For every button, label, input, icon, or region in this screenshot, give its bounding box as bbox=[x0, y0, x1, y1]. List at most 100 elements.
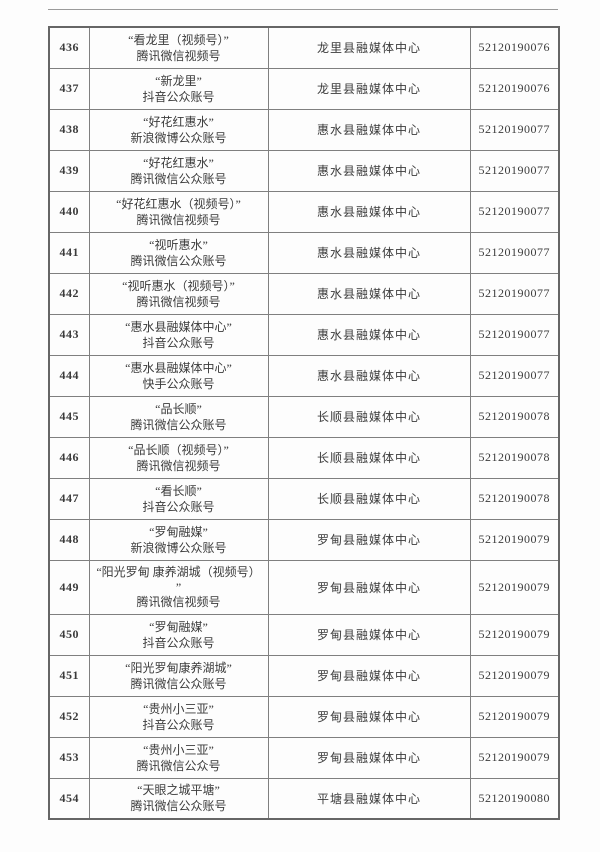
row-number: 442 bbox=[48, 272, 90, 315]
account-name-line: “品长顺（视频号）” bbox=[128, 442, 229, 457]
row-number: 452 bbox=[48, 695, 90, 738]
organization-cell: 罗甸县融媒体中心 bbox=[267, 654, 471, 697]
license-number-cell: 52120190079 bbox=[469, 695, 560, 738]
table-row: 440 “好花红惠水（视频号）” 腾讯微信视频号 惠水县融媒体中心 5212019007… bbox=[48, 190, 560, 233]
organization-cell: 惠水县融媒体中心 bbox=[267, 108, 471, 151]
row-number: 449 bbox=[48, 559, 90, 615]
table-row: 453 “贵州小三亚” 腾讯微信公众号 罗甸县融媒体中心 52120190079 bbox=[48, 736, 560, 779]
account-name-line: 腾讯微信视频号 bbox=[136, 212, 221, 227]
table-row: 443 “惠水县融媒体中心” 抖音公众账号 惠水县融媒体中心 52120190077 bbox=[48, 313, 560, 356]
account-name-cell: “好花红惠水” 新浪微博公众账号 bbox=[88, 108, 269, 151]
page-top-rule bbox=[48, 9, 558, 10]
license-number-cell: 52120190077 bbox=[469, 149, 560, 192]
organization-cell: 长顺县融媒体中心 bbox=[267, 477, 471, 520]
license-number-cell: 52120190077 bbox=[469, 354, 560, 397]
account-name-line: “罗甸融媒” bbox=[149, 524, 208, 539]
account-name-line: “天眼之城平塘” bbox=[137, 783, 220, 798]
organization-cell: 惠水县融媒体中心 bbox=[267, 190, 471, 233]
table-row: 444 “惠水县融媒体中心” 快手公众账号 惠水县融媒体中心 52120190077 bbox=[48, 354, 560, 397]
license-number-cell: 52120190079 bbox=[469, 654, 560, 697]
organization-cell: 平塘县融媒体中心 bbox=[267, 777, 471, 820]
organization-cell: 龙里县融媒体中心 bbox=[267, 67, 471, 110]
table-row: 452 “贵州小三亚” 抖音公众账号 罗甸县融媒体中心 52120190079 bbox=[48, 695, 560, 738]
account-name-cell: “惠水县融媒体中心” 快手公众账号 bbox=[88, 354, 269, 397]
account-name-line: “新龙里” bbox=[155, 73, 202, 88]
account-name-line: 抖音公众账号 bbox=[142, 635, 215, 650]
table-row: 446 “品长顺（视频号）” 腾讯微信视频号 长顺县融媒体中心 52120190078 bbox=[48, 436, 560, 479]
table-row: 454 “天眼之城平塘” 腾讯微信公众账号 平塘县融媒体中心 52120190080 bbox=[48, 777, 560, 820]
account-name-line: 新浪微博公众账号 bbox=[130, 130, 227, 145]
row-number: 438 bbox=[48, 108, 90, 151]
table-row: 448 “罗甸融媒” 新浪微博公众账号 罗甸县融媒体中心 52120190079 bbox=[48, 518, 560, 561]
row-number: 450 bbox=[48, 613, 90, 656]
organization-cell: 惠水县融媒体中心 bbox=[267, 313, 471, 356]
table-row: 436 “看龙里（视频号）” 腾讯微信视频号 龙里县融媒体中心 52120190076 bbox=[48, 26, 560, 69]
organization-cell: 罗甸县融媒体中心 bbox=[267, 518, 471, 561]
account-name-line: “好花红惠水” bbox=[143, 155, 214, 170]
organization-cell: 惠水县融媒体中心 bbox=[267, 354, 471, 397]
license-number-cell: 52120190077 bbox=[469, 313, 560, 356]
account-name-line: “好花红惠水” bbox=[143, 114, 214, 129]
organization-cell: 罗甸县融媒体中心 bbox=[267, 736, 471, 779]
organization-cell: 罗甸县融媒体中心 bbox=[267, 559, 471, 615]
row-number: 441 bbox=[48, 231, 90, 274]
account-name-line: “贵州小三亚” bbox=[143, 742, 214, 757]
account-name-line: 腾讯微信公众账号 bbox=[130, 253, 227, 268]
row-number: 445 bbox=[48, 395, 90, 438]
account-name-cell: “阳光罗甸 康养湖城（视频号）” 腾讯微信视频号 bbox=[88, 559, 269, 615]
account-name-cell: “好花红惠水（视频号）” 腾讯微信视频号 bbox=[88, 190, 269, 233]
account-name-cell: “视听惠水” 腾讯微信公众账号 bbox=[88, 231, 269, 274]
account-name-cell: “惠水县融媒体中心” 抖音公众账号 bbox=[88, 313, 269, 356]
account-name-line: “看龙里（视频号）” bbox=[128, 32, 229, 47]
license-number-cell: 52120190078 bbox=[469, 395, 560, 438]
license-number-cell: 52120190076 bbox=[469, 67, 560, 110]
account-name-line: 腾讯微信视频号 bbox=[136, 594, 221, 609]
license-number-cell: 52120190079 bbox=[469, 736, 560, 779]
license-number-cell: 52120190078 bbox=[469, 477, 560, 520]
table-row: 437 “新龙里” 抖音公众账号 龙里县融媒体中心 52120190076 bbox=[48, 67, 560, 110]
account-name-cell: “看长顺” 抖音公众账号 bbox=[88, 477, 269, 520]
row-number: 451 bbox=[48, 654, 90, 697]
account-name-line: 腾讯微信公众账号 bbox=[130, 417, 227, 432]
account-name-line: 新浪微博公众账号 bbox=[130, 540, 227, 555]
organization-cell: 罗甸县融媒体中心 bbox=[267, 613, 471, 656]
account-name-cell: “品长顺” 腾讯微信公众账号 bbox=[88, 395, 269, 438]
account-name-line: 腾讯微信公众账号 bbox=[130, 799, 227, 814]
license-number-cell: 52120190079 bbox=[469, 559, 560, 615]
table-row: 439 “好花红惠水” 腾讯微信公众账号 惠水县融媒体中心 52120190077 bbox=[48, 149, 560, 192]
row-number: 437 bbox=[48, 67, 90, 110]
account-name-line: “阳光罗甸 康养湖城（视频号） bbox=[96, 564, 261, 579]
license-number-cell: 52120190079 bbox=[469, 613, 560, 656]
table-row: 438 “好花红惠水” 新浪微博公众账号 惠水县融媒体中心 52120190077 bbox=[48, 108, 560, 151]
account-name-cell: “阳光罗甸康养湖城” 腾讯微信公众账号 bbox=[88, 654, 269, 697]
row-number: 440 bbox=[48, 190, 90, 233]
organization-cell: 龙里县融媒体中心 bbox=[267, 26, 471, 69]
account-name-line: 腾讯微信公众号 bbox=[136, 758, 221, 773]
table-row: 447 “看长顺” 抖音公众账号 长顺县融媒体中心 52120190078 bbox=[48, 477, 560, 520]
account-name-cell: “罗甸融媒” 新浪微博公众账号 bbox=[88, 518, 269, 561]
row-number: 454 bbox=[48, 777, 90, 820]
account-name-line: “品长顺” bbox=[155, 401, 202, 416]
account-name-line: “惠水县融媒体中心” bbox=[125, 360, 232, 375]
account-name-line: “阳光罗甸康养湖城” bbox=[125, 660, 232, 675]
account-name-line: 腾讯微信公众账号 bbox=[130, 171, 227, 186]
row-number: 453 bbox=[48, 736, 90, 779]
table-body: 436 “看龙里（视频号）” 腾讯微信视频号 龙里县融媒体中心 52120190076 4… bbox=[48, 26, 560, 820]
account-name-cell: “新龙里” 抖音公众账号 bbox=[88, 67, 269, 110]
organization-cell: 长顺县融媒体中心 bbox=[267, 436, 471, 479]
license-number-cell: 52120190077 bbox=[469, 272, 560, 315]
table-row: 441 “视听惠水” 腾讯微信公众账号 惠水县融媒体中心 52120190077 bbox=[48, 231, 560, 274]
account-name-cell: “天眼之城平塘” 腾讯微信公众账号 bbox=[88, 777, 269, 820]
organization-cell: 长顺县融媒体中心 bbox=[267, 395, 471, 438]
account-name-cell: “视听惠水（视频号）” 腾讯微信视频号 bbox=[88, 272, 269, 315]
license-number-cell: 52120190080 bbox=[469, 777, 560, 820]
account-name-line: 腾讯微信视频号 bbox=[136, 48, 221, 63]
account-name-line: 腾讯微信视频号 bbox=[136, 458, 221, 473]
organization-cell: 惠水县融媒体中心 bbox=[267, 149, 471, 192]
account-name-line: 抖音公众账号 bbox=[142, 717, 215, 732]
account-name-line: “罗甸融媒” bbox=[149, 619, 208, 634]
row-number: 439 bbox=[48, 149, 90, 192]
organization-cell: 罗甸县融媒体中心 bbox=[267, 695, 471, 738]
account-name-cell: “罗甸融媒” 抖音公众账号 bbox=[88, 613, 269, 656]
row-number: 447 bbox=[48, 477, 90, 520]
